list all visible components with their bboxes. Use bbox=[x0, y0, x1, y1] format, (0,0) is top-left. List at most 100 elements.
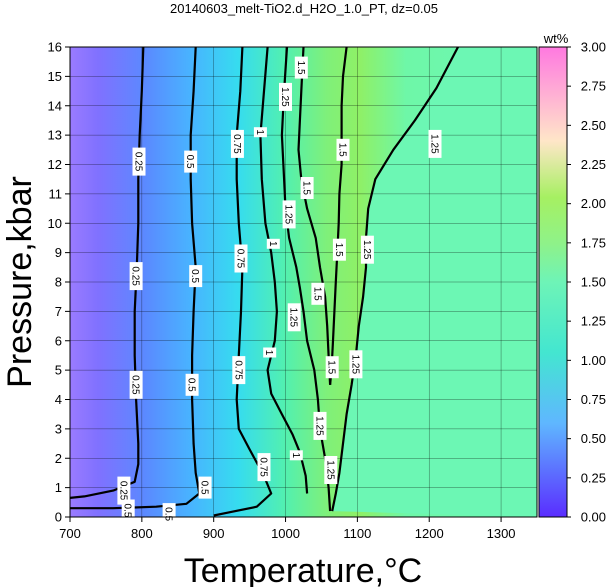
svg-text:1.25: 1.25 bbox=[324, 460, 335, 480]
svg-text:1.5: 1.5 bbox=[311, 287, 322, 301]
colorbar-tick-label: 2.50 bbox=[581, 118, 606, 133]
svg-text:0.5: 0.5 bbox=[184, 155, 195, 169]
contour-labels: 0.25 0.25 0.25 0.25 0.5 0.5 0.5 0.5 0.5 0.5 0.75 0.… bbox=[117, 56, 442, 526]
contour-label: 1.5 bbox=[300, 177, 314, 199]
colorbar-ticks: 0.00 0.25 0.50 0.75 1.00 1.25 1.50 1.75 2.00 2.25… bbox=[567, 40, 606, 525]
y-tick-label: 12 bbox=[48, 157, 62, 172]
svg-text:1.5: 1.5 bbox=[333, 243, 344, 257]
contour-line-1_25 bbox=[280, 47, 332, 512]
svg-text:0.75: 0.75 bbox=[231, 134, 242, 154]
svg-text:0.5: 0.5 bbox=[189, 269, 200, 283]
svg-text:0.25: 0.25 bbox=[117, 481, 128, 501]
svg-text:1.25: 1.25 bbox=[314, 416, 325, 436]
plot-area: 0.25 0.25 0.25 0.25 0.5 0.5 0.5 0.5 0.5 0.5 0.75 0.… bbox=[69, 46, 538, 526]
colorbar-tick-label: 3.00 bbox=[581, 40, 606, 55]
chart-title: 20140603_melt-TiO2.d_H2O_1.0_PT, dz=0.05 bbox=[170, 1, 438, 16]
contour-label: 1 bbox=[263, 347, 277, 358]
contour-label: 1 bbox=[266, 238, 280, 249]
y-tick-label: 7 bbox=[55, 304, 62, 319]
contour-label: 1.5 bbox=[325, 356, 339, 379]
contour-label: 1.25 bbox=[282, 200, 296, 229]
y-tick-label: 11 bbox=[49, 186, 63, 201]
contour-label: 1.5 bbox=[336, 138, 350, 161]
svg-text:0.75: 0.75 bbox=[235, 249, 246, 269]
grid bbox=[70, 47, 537, 517]
svg-text:1: 1 bbox=[290, 453, 301, 459]
contour-label: 1.25 bbox=[360, 235, 374, 264]
contour-label: 1.25 bbox=[349, 350, 363, 379]
colorbar-tick-label: 0.00 bbox=[581, 510, 606, 525]
svg-text:1.5: 1.5 bbox=[326, 360, 337, 374]
y-tick-label: 3 bbox=[55, 421, 62, 436]
contour-label: 0.5 bbox=[185, 373, 199, 396]
contour-label: 1.25 bbox=[324, 456, 338, 484]
colorbar-tick-label: 1.50 bbox=[581, 275, 606, 290]
contour-label: 0.5 bbox=[162, 503, 176, 526]
svg-text:0.25: 0.25 bbox=[130, 375, 141, 395]
colorbar-tick-label: 2.00 bbox=[581, 196, 606, 211]
contour-label: 0.25 bbox=[129, 370, 143, 399]
svg-text:0.25: 0.25 bbox=[133, 152, 144, 172]
colorbar-tick-label: 1.75 bbox=[581, 235, 606, 250]
contour-label: 0.75 bbox=[232, 356, 246, 385]
x-tick-label: 900 bbox=[203, 526, 225, 541]
colorbar-tick-label: 2.75 bbox=[581, 79, 606, 94]
y-tick-label: 15 bbox=[48, 69, 62, 84]
svg-text:1.25: 1.25 bbox=[283, 205, 294, 225]
svg-text:1.25: 1.25 bbox=[361, 240, 372, 260]
svg-text:1.5: 1.5 bbox=[337, 143, 348, 157]
contour-label: 0.25 bbox=[129, 262, 143, 291]
y-tick-label: 16 bbox=[48, 40, 62, 55]
contour-label: 1.25 bbox=[287, 303, 301, 332]
colorbar-label: wt% bbox=[543, 31, 569, 46]
contour-label: 0.75 bbox=[230, 129, 244, 158]
y-tick-label: 2 bbox=[55, 451, 62, 466]
svg-text:1: 1 bbox=[267, 241, 278, 247]
svg-text:0.5: 0.5 bbox=[122, 504, 133, 518]
svg-text:0.5: 0.5 bbox=[186, 378, 197, 392]
contour-line-1_25 bbox=[331, 47, 459, 512]
y-tick-label: 14 bbox=[48, 98, 62, 113]
colorbar-tick-label: 0.25 bbox=[581, 470, 606, 485]
colorbar-tick-label: 2.25 bbox=[581, 157, 606, 172]
contour-label: 1.5 bbox=[332, 238, 346, 261]
contour-line-1 bbox=[259, 47, 309, 494]
contour-label: 0.75 bbox=[257, 453, 271, 482]
svg-text:0.5: 0.5 bbox=[199, 481, 210, 495]
y-tick-label: 4 bbox=[55, 392, 62, 407]
contour-line-1_5 bbox=[329, 47, 348, 385]
x-axis: 700 800 900 1000 1100 1200 1300 bbox=[59, 517, 516, 541]
svg-text:0.75: 0.75 bbox=[232, 360, 243, 380]
contour-label: 1.25 bbox=[279, 82, 292, 111]
y-tick-label: 8 bbox=[55, 275, 62, 290]
y-tick-label: 13 bbox=[48, 128, 62, 143]
svg-text:1.25: 1.25 bbox=[349, 355, 360, 375]
x-tick-label: 1300 bbox=[487, 526, 516, 541]
contour-label: 0.25 bbox=[117, 476, 131, 505]
contour-label: 1 bbox=[253, 127, 267, 138]
contour-label: 0.5 bbox=[121, 499, 135, 522]
y-tick-label: 1 bbox=[55, 480, 62, 495]
svg-text:1.25: 1.25 bbox=[279, 87, 290, 107]
x-axis-label: Temperature,°C bbox=[184, 552, 422, 587]
x-tick-label: 1000 bbox=[271, 526, 300, 541]
y-axis-label: Pressure,kbar bbox=[1, 176, 39, 388]
svg-text:0.25: 0.25 bbox=[130, 266, 141, 286]
svg-text:1: 1 bbox=[254, 129, 265, 135]
x-tick-label: 700 bbox=[59, 526, 81, 541]
contour-label: 1.5 bbox=[311, 282, 325, 305]
y-tick-label: 0 bbox=[55, 510, 62, 525]
colorbar-tick-label: 0.50 bbox=[581, 431, 606, 446]
svg-text:1.5: 1.5 bbox=[295, 61, 306, 75]
contour-label: 1.25 bbox=[428, 129, 442, 158]
colorbar: wt% 0.00 0.25 0.50 0.75 1.00 1.25 1.50 1.75 2.00… bbox=[538, 31, 606, 525]
contour-label: 1.5 bbox=[294, 56, 308, 79]
x-tick-label: 800 bbox=[131, 526, 153, 541]
contour-line-1_5 bbox=[297, 47, 332, 385]
y-tick-label: 5 bbox=[55, 363, 62, 378]
y-tick-label: 10 bbox=[48, 216, 62, 231]
y-tick-label: 6 bbox=[55, 333, 62, 348]
svg-text:1.25: 1.25 bbox=[429, 134, 440, 154]
